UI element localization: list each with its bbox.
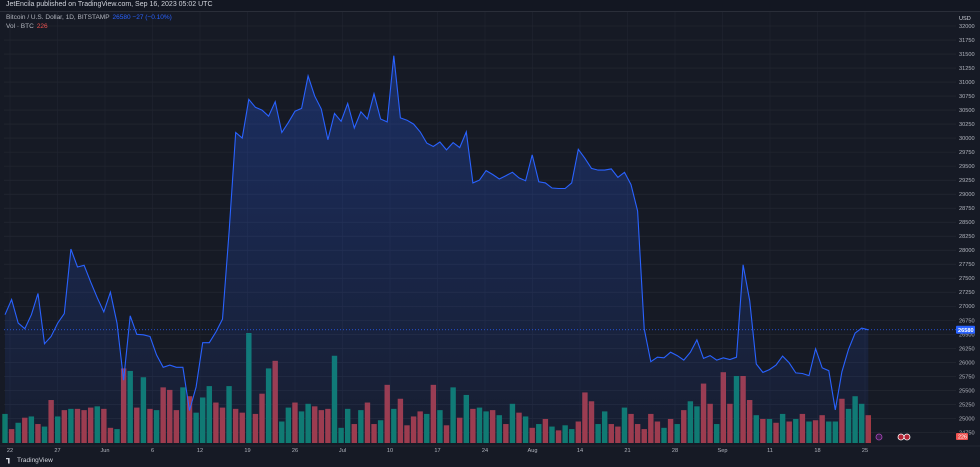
- time-tick-label: Aug: [528, 448, 538, 454]
- time-tick-label: 6: [151, 448, 154, 454]
- price-tick-label: 26000: [959, 360, 975, 366]
- time-tick-label: 18: [814, 448, 820, 454]
- time-tick-label: 10: [387, 448, 393, 454]
- time-tick-label: 21: [624, 448, 630, 454]
- earnings-marker-icon: [875, 433, 883, 441]
- last-price-badge: [956, 325, 975, 334]
- us-flag-marker-icon: [903, 433, 911, 441]
- time-tick-label: 22: [7, 448, 13, 454]
- tradingview-brand[interactable]: TradingView: [6, 457, 53, 464]
- price-tick-label: 26750: [959, 318, 975, 324]
- publisher-text: JetEncila published on TradingView.com, …: [6, 1, 213, 8]
- price-area: [5, 55, 869, 443]
- price-tick-label: 25250: [959, 402, 975, 408]
- price-tick-label: 30000: [959, 136, 975, 142]
- price-tick-label: 25750: [959, 374, 975, 380]
- price-tick-label: 29750: [959, 150, 975, 156]
- price-change: 26580 −27 (−0.10%): [112, 14, 172, 21]
- time-tick-label: 14: [577, 448, 583, 454]
- price-tick-label: 27750: [959, 262, 975, 268]
- price-tick-label: 28500: [959, 220, 975, 226]
- time-tick-label: 12: [197, 448, 203, 454]
- time-axis[interactable]: 22 27 Jun 6 12 19 26 Jul 10 17 24 Aug 14 21 28 Sep 11 18 2…: [0, 445, 980, 454]
- volume-badge-text: 226: [958, 435, 967, 441]
- us-flag-marker-icon: [897, 433, 905, 441]
- price-tick-label: 29500: [959, 164, 975, 170]
- volume-value: 226: [36, 23, 48, 30]
- time-tick-label: 27: [54, 448, 60, 454]
- time-tick-label: 24: [482, 448, 488, 454]
- price-tick-label: 29000: [959, 192, 975, 198]
- price-tick-label: 28000: [959, 248, 975, 254]
- price-tick-label: 30750: [959, 94, 975, 100]
- publisher-bar: JetEncila published on TradingView.com, …: [0, 0, 980, 12]
- volume-label: Vol · BTC: [6, 23, 34, 30]
- price-tick-label: 28750: [959, 206, 975, 212]
- price-tick-label: 28250: [959, 234, 975, 240]
- price-tick-label: 30500: [959, 108, 975, 114]
- event-markers[interactable]: [875, 433, 911, 441]
- price-line: [4, 55, 869, 411]
- chart-legend: Bitcoin / U.S. Dollar, 1D, BITSTAMP 2658…: [6, 13, 172, 31]
- last-price-text: 26580: [958, 328, 974, 334]
- price-tick-label: 26500: [959, 332, 975, 338]
- time-tick-label: 17: [434, 448, 440, 454]
- price-axis[interactable]: 2475025000252502550025750260002625026500…: [956, 16, 975, 441]
- price-tick-label: 27250: [959, 290, 975, 296]
- time-tick-label: 19: [244, 448, 250, 454]
- price-tick-label: 30250: [959, 122, 975, 128]
- time-tick-label: 26: [292, 448, 298, 454]
- time-tick-label: 11: [767, 448, 773, 454]
- time-tick-label: Jul: [339, 448, 346, 454]
- symbol-title[interactable]: Bitcoin / U.S. Dollar, 1D, BITSTAMP: [6, 14, 110, 21]
- price-tick-label: 29250: [959, 178, 975, 184]
- price-tick-label: 27500: [959, 276, 975, 282]
- price-tick-label: 26250: [959, 346, 975, 352]
- price-tick-label: 31000: [959, 80, 975, 86]
- volume-badge: [956, 433, 968, 440]
- price-tick-label: 32000: [959, 24, 975, 30]
- price-axis-unit: USD: [959, 16, 971, 22]
- time-tick-label: Sep: [718, 448, 728, 454]
- price-tick-label: 27000: [959, 304, 975, 310]
- brand-text: TradingView: [17, 457, 53, 464]
- time-tick-label: 25: [862, 448, 868, 454]
- price-tick-label: 25000: [959, 416, 975, 422]
- price-tick-label: 25500: [959, 388, 975, 394]
- tradingview-logo-icon: [6, 457, 10, 464]
- price-tick-label: 31500: [959, 52, 975, 58]
- price-tick-label: 31750: [959, 38, 975, 44]
- price-tick-label: 31250: [959, 66, 975, 72]
- time-tick-label: 28: [672, 448, 678, 454]
- time-tick-label: Jun: [100, 448, 109, 454]
